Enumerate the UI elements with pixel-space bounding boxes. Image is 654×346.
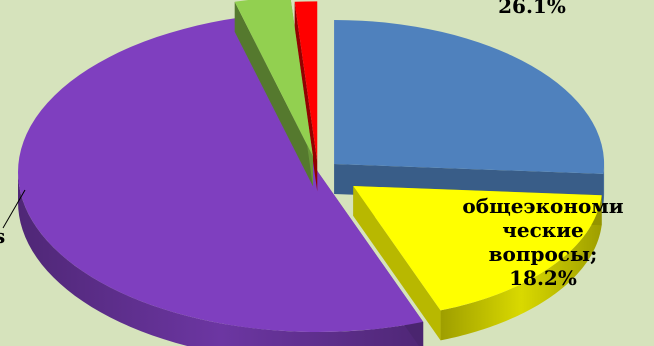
pie-slice-2-top [18,17,424,332]
data-label-yellow-line-3: вопросы; [488,242,598,266]
pie-slice-0-top [334,19,605,174]
pie-slice-0-rim [603,164,605,204]
pie-slice-4-wall-0 [294,1,318,192]
pie-slice-4-top [294,1,318,162]
data-label-blue-slice: 26.1% [498,0,566,18]
data-label-yellow-line-2: ческие [502,218,584,242]
pie-slice-3 [234,0,313,187]
leader-line-left [2,189,26,229]
pie-slice-1 [353,186,602,341]
pie-slice-3-wall-0 [234,1,313,187]
pie-slice-3-top [234,0,313,157]
data-label-purple-fragment: s [0,224,8,248]
pie-slice-0 [334,19,605,204]
data-label-yellow-slice: общеэкономи ческие вопросы; 18.2% [432,194,654,290]
pie-slice-4 [294,1,318,192]
data-label-yellow-line-4: 18.2% [509,266,577,290]
data-label-yellow-line-1: общеэкономи [462,194,624,218]
pie-slice-1-wall-1 [353,186,441,341]
pie-slice-2-rim [18,171,424,346]
pie-slice-1-rim [440,195,602,341]
pie-slice-1-top [353,186,602,311]
